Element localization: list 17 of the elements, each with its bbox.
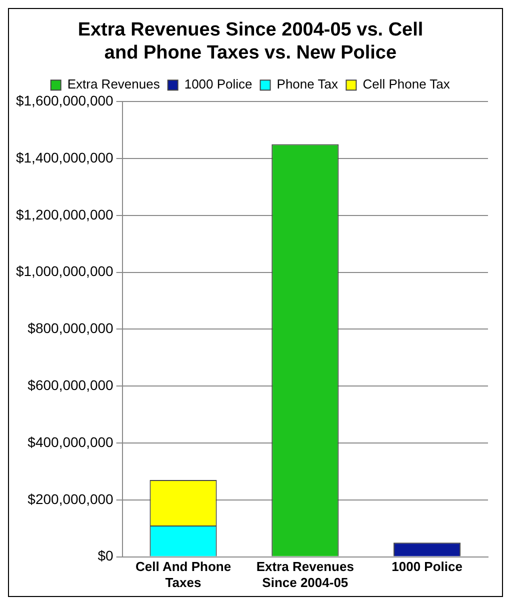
y-tick-label: $1,600,000,000: [16, 92, 114, 108]
legend-label: 1000 Police: [184, 76, 252, 92]
y-tick-label: $1,200,000,000: [16, 206, 114, 222]
chart-title: Extra Revenues Since 2004-05 vs. Cell and Phone Taxes vs. New Police: [78, 20, 424, 64]
x-tick-label: Cell And Phone Taxes: [135, 559, 232, 590]
x-tick-label: 1000 Police: [392, 559, 462, 574]
x-tick-label: Extra Revenues Since 2004-05: [256, 559, 354, 590]
y-tick-label: $200,000,000: [28, 490, 114, 507]
y-tick-label: $0: [98, 548, 114, 564]
y-tick-label: $1,400,000,000: [16, 149, 114, 166]
y-tick-label: $400,000,000: [28, 434, 114, 450]
y-tick-label: $600,000,000: [28, 376, 114, 393]
legend-label: Extra Revenues: [67, 76, 160, 92]
legend-label: Phone Tax: [276, 76, 338, 92]
y-tick-label: $800,000,000: [28, 320, 114, 336]
y-tick-label: $1,000,000,000: [16, 263, 114, 280]
legend-label: Cell Phone Tax: [362, 76, 450, 92]
